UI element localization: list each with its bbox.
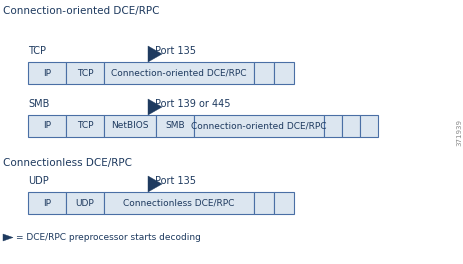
Bar — [156, 115, 194, 137]
Bar — [104, 115, 156, 137]
Text: 371939: 371939 — [455, 119, 461, 145]
Bar — [104, 192, 253, 214]
Text: = DCE/RPC preprocessor starts decoding: = DCE/RPC preprocessor starts decoding — [16, 233, 200, 242]
Bar — [323, 115, 341, 137]
Bar — [274, 192, 294, 214]
Bar — [274, 62, 294, 84]
Bar — [28, 192, 66, 214]
Bar — [253, 62, 274, 84]
Bar — [359, 115, 377, 137]
Bar — [104, 62, 253, 84]
Bar — [194, 115, 323, 137]
Polygon shape — [148, 46, 162, 62]
Text: UDP: UDP — [75, 199, 94, 208]
Text: SMB: SMB — [28, 99, 49, 109]
Text: SMB: SMB — [165, 121, 184, 130]
Bar — [341, 115, 359, 137]
Bar — [66, 192, 104, 214]
Bar — [66, 115, 104, 137]
Text: Port 139 or 445: Port 139 or 445 — [155, 99, 230, 109]
Text: Port 135: Port 135 — [155, 46, 195, 56]
Text: Port 135: Port 135 — [155, 176, 195, 186]
Bar — [253, 192, 274, 214]
Text: TCP: TCP — [28, 46, 46, 56]
Text: Connectionless DCE/RPC: Connectionless DCE/RPC — [3, 158, 131, 168]
Polygon shape — [148, 176, 162, 192]
Text: Connectionless DCE/RPC: Connectionless DCE/RPC — [123, 199, 234, 208]
Text: Connection-oriented DCE/RPC: Connection-oriented DCE/RPC — [3, 6, 159, 16]
Polygon shape — [148, 99, 162, 115]
Bar — [28, 62, 66, 84]
Polygon shape — [3, 234, 13, 241]
Bar — [66, 62, 104, 84]
Text: UDP: UDP — [28, 176, 49, 186]
Text: IP: IP — [43, 68, 51, 78]
Text: Connection-oriented DCE/RPC: Connection-oriented DCE/RPC — [111, 68, 246, 78]
Text: IP: IP — [43, 199, 51, 208]
Bar — [28, 115, 66, 137]
Text: TCP: TCP — [76, 68, 93, 78]
Text: NetBIOS: NetBIOS — [111, 121, 149, 130]
Text: Connection-oriented DCE/RPC: Connection-oriented DCE/RPC — [191, 121, 326, 130]
Text: IP: IP — [43, 121, 51, 130]
Text: TCP: TCP — [76, 121, 93, 130]
